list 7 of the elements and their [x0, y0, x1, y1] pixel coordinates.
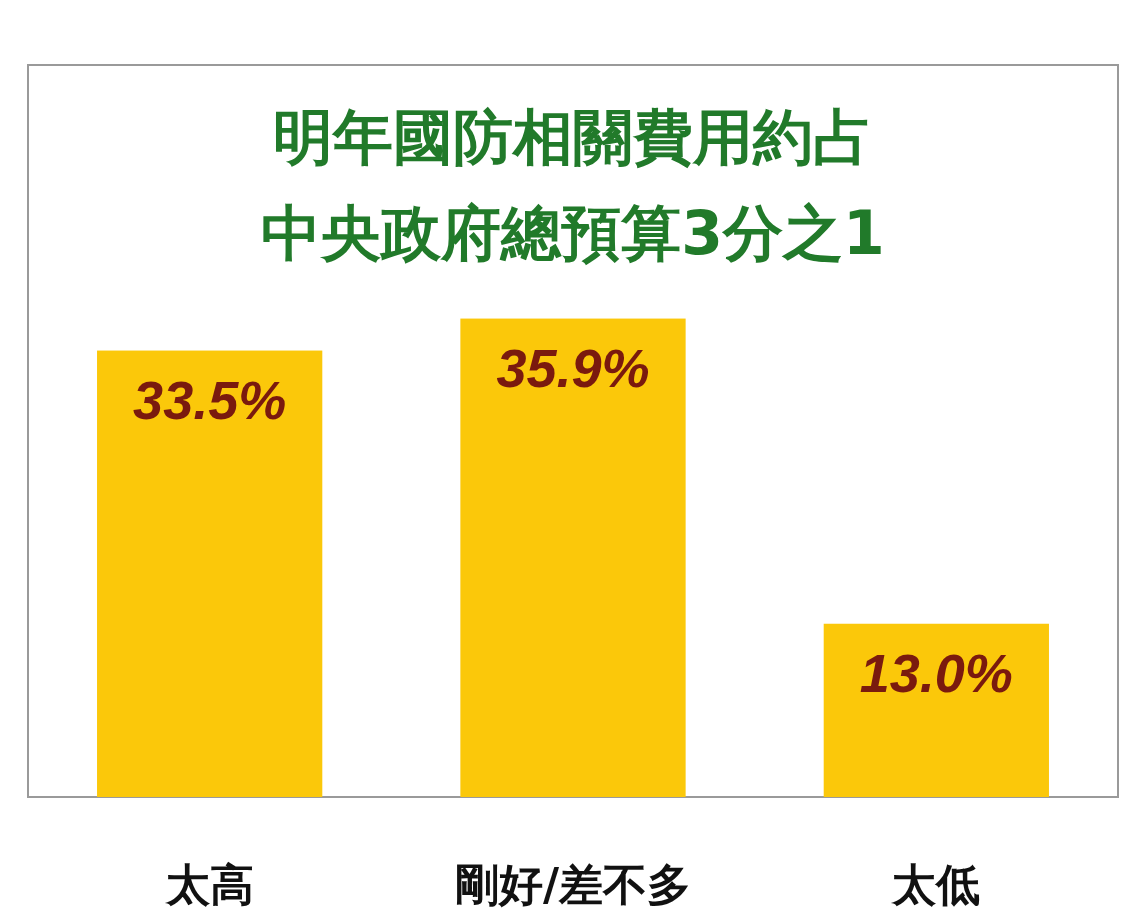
- x-tick-label: 太低: [890, 859, 981, 910]
- x-tick-label: 太高: [163, 859, 254, 910]
- chart-title: 明年國防相關費用約占中央政府總預算3分之1: [261, 102, 885, 268]
- data-label: 33.5%: [133, 369, 287, 430]
- data-label: 13.0%: [859, 642, 1013, 703]
- x-tick-label: 剛好/差不多: [454, 859, 692, 910]
- data-label: 35.9%: [496, 337, 650, 398]
